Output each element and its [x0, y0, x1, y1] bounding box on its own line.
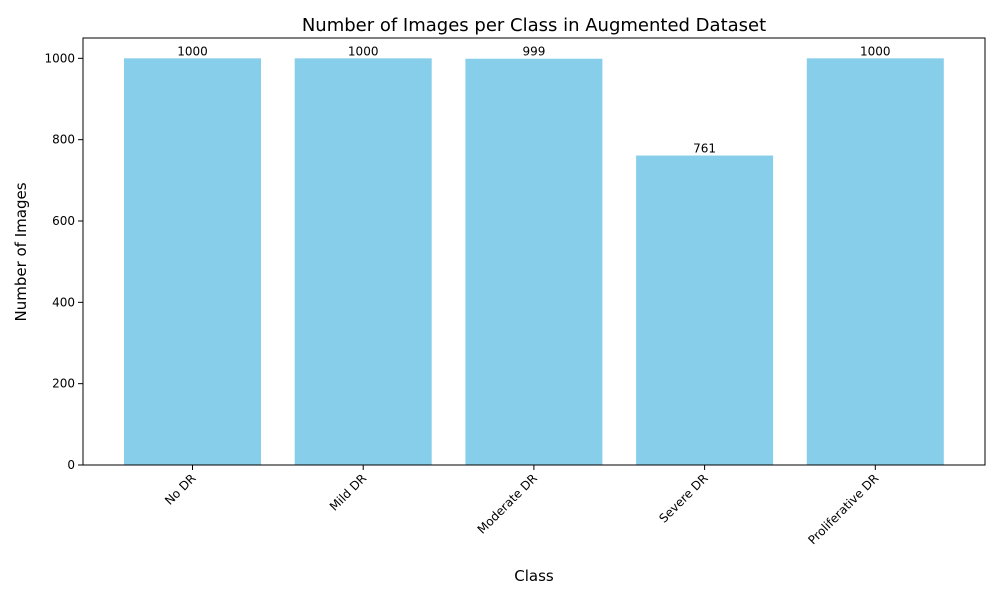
x-tick-label: Severe DR: [656, 471, 710, 525]
x-tick-label: Proliferative DR: [805, 471, 881, 547]
y-tick-label: 800: [52, 133, 75, 147]
bar-value-label: 761: [693, 142, 716, 156]
x-tick-label: No DR: [162, 471, 199, 508]
y-tick-label: 400: [52, 295, 75, 309]
y-tick-label: 0: [67, 458, 75, 472]
bar-value-label: 999: [522, 45, 545, 59]
x-tick-label: Mild DR: [327, 471, 369, 513]
chart-title: Number of Images per Class in Augmented …: [302, 15, 766, 36]
plot-area: 1000 1000 999 761 1000 0 200 400 600 800 1000 No DR…: [44, 37, 986, 547]
x-tick-label: Moderate DR: [475, 471, 540, 536]
bar-value-label: 1000: [348, 44, 379, 58]
bar-value-label: 1000: [860, 44, 891, 58]
bar: [294, 58, 432, 465]
x-axis-label: Class: [514, 567, 554, 585]
bar: [465, 58, 603, 466]
bar-value-label: 1000: [177, 44, 208, 58]
bar: [636, 155, 774, 465]
y-tick-label: 600: [52, 214, 75, 228]
bar: [124, 58, 261, 465]
y-axis-label: Number of Images: [12, 182, 30, 321]
y-tick-label: 1000: [44, 51, 75, 65]
bar: [806, 58, 944, 465]
y-tick-label: 200: [52, 377, 75, 391]
